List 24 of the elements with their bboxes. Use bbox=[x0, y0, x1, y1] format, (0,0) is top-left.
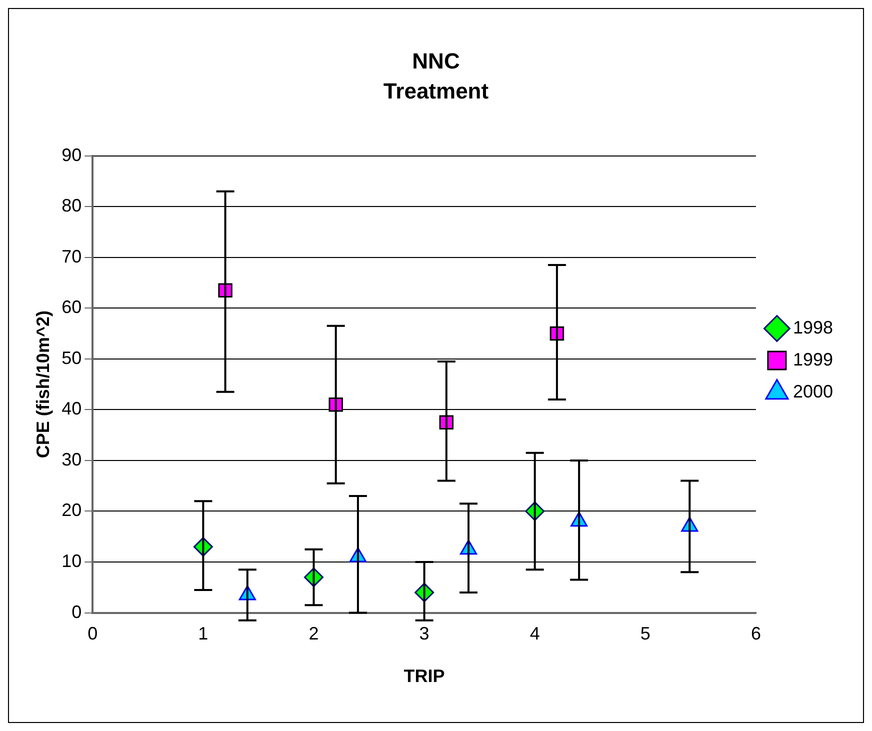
y-tick-label: 80 bbox=[62, 196, 82, 216]
y-tick-label: 50 bbox=[62, 348, 82, 368]
x-tick-label: 6 bbox=[750, 624, 761, 644]
y-tick-label: 20 bbox=[62, 500, 82, 520]
y-tick-label: 60 bbox=[62, 297, 82, 318]
y-tick-label: 10 bbox=[62, 550, 82, 571]
x-tick-label: 4 bbox=[530, 624, 540, 644]
x-tick-label: 3 bbox=[419, 624, 430, 644]
legend-label: 2000 bbox=[792, 381, 834, 402]
y-axis-title: CPE (fish/10m^2) bbox=[32, 310, 53, 458]
y-tick-label: 40 bbox=[62, 398, 82, 419]
y-tick-label: 30 bbox=[62, 449, 82, 470]
x-tick-label: 5 bbox=[640, 624, 650, 644]
legend-label: 1998 bbox=[792, 317, 834, 338]
x-tick-label: 2 bbox=[308, 624, 319, 644]
legend-label: 1999 bbox=[792, 349, 834, 370]
x-tick-label: 1 bbox=[198, 624, 208, 644]
x-axis-title: TRIP bbox=[404, 666, 445, 686]
chart-title: NNC bbox=[412, 48, 460, 74]
y-tick-label: 90 bbox=[62, 144, 82, 165]
chart-subtitle: Treatment bbox=[383, 78, 490, 104]
x-tick-label: 0 bbox=[88, 624, 98, 644]
y-tick-label: 70 bbox=[62, 246, 82, 266]
y-tick-label: 0 bbox=[72, 602, 82, 622]
